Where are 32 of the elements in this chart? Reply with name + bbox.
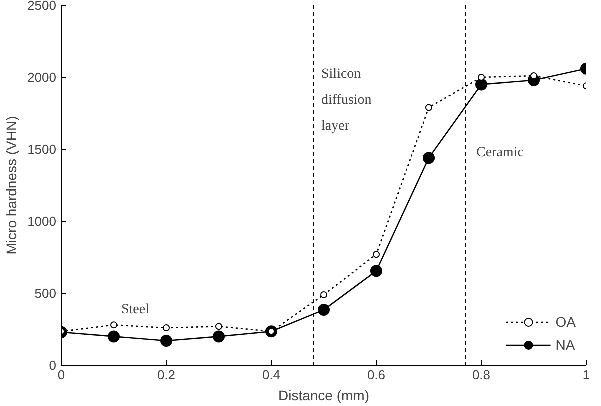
point	[163, 324, 170, 332]
annotation: Steel	[122, 302, 150, 318]
point	[476, 78, 488, 91]
x-tick-label: 0.8	[472, 368, 491, 382]
x-tick-label: 0.4	[262, 368, 281, 382]
point	[478, 74, 485, 81]
point	[423, 152, 435, 164]
annotation: Silicon diffusion layer	[322, 66, 372, 134]
y-tick-label: 2500	[28, 0, 56, 13]
point	[320, 291, 328, 298]
x-tick-label: 1	[582, 368, 590, 382]
x-tick-label: 0.2	[157, 368, 176, 382]
y-tick-label: 0	[49, 358, 57, 373]
point	[160, 335, 172, 348]
point	[426, 104, 432, 112]
annotation: Ceramic	[476, 145, 524, 160]
y-tick-label: 2000	[28, 70, 56, 85]
point	[108, 330, 120, 343]
point	[216, 323, 222, 330]
point	[110, 322, 118, 329]
y-tick-label: 1500	[28, 142, 56, 157]
point	[370, 265, 382, 278]
point	[318, 304, 330, 316]
legend-label: NA	[556, 337, 576, 353]
x-tick-label: 0.6	[367, 368, 386, 382]
point	[213, 330, 225, 343]
x-axis-title: Distance (mm)	[278, 388, 370, 404]
y-tick-label: 500	[34, 286, 57, 301]
legend-label: OA	[556, 314, 576, 330]
point	[373, 251, 380, 258]
y-tick-label: 1000	[28, 214, 56, 229]
y-axis-title: Micro hardness (VHN)	[4, 116, 20, 255]
